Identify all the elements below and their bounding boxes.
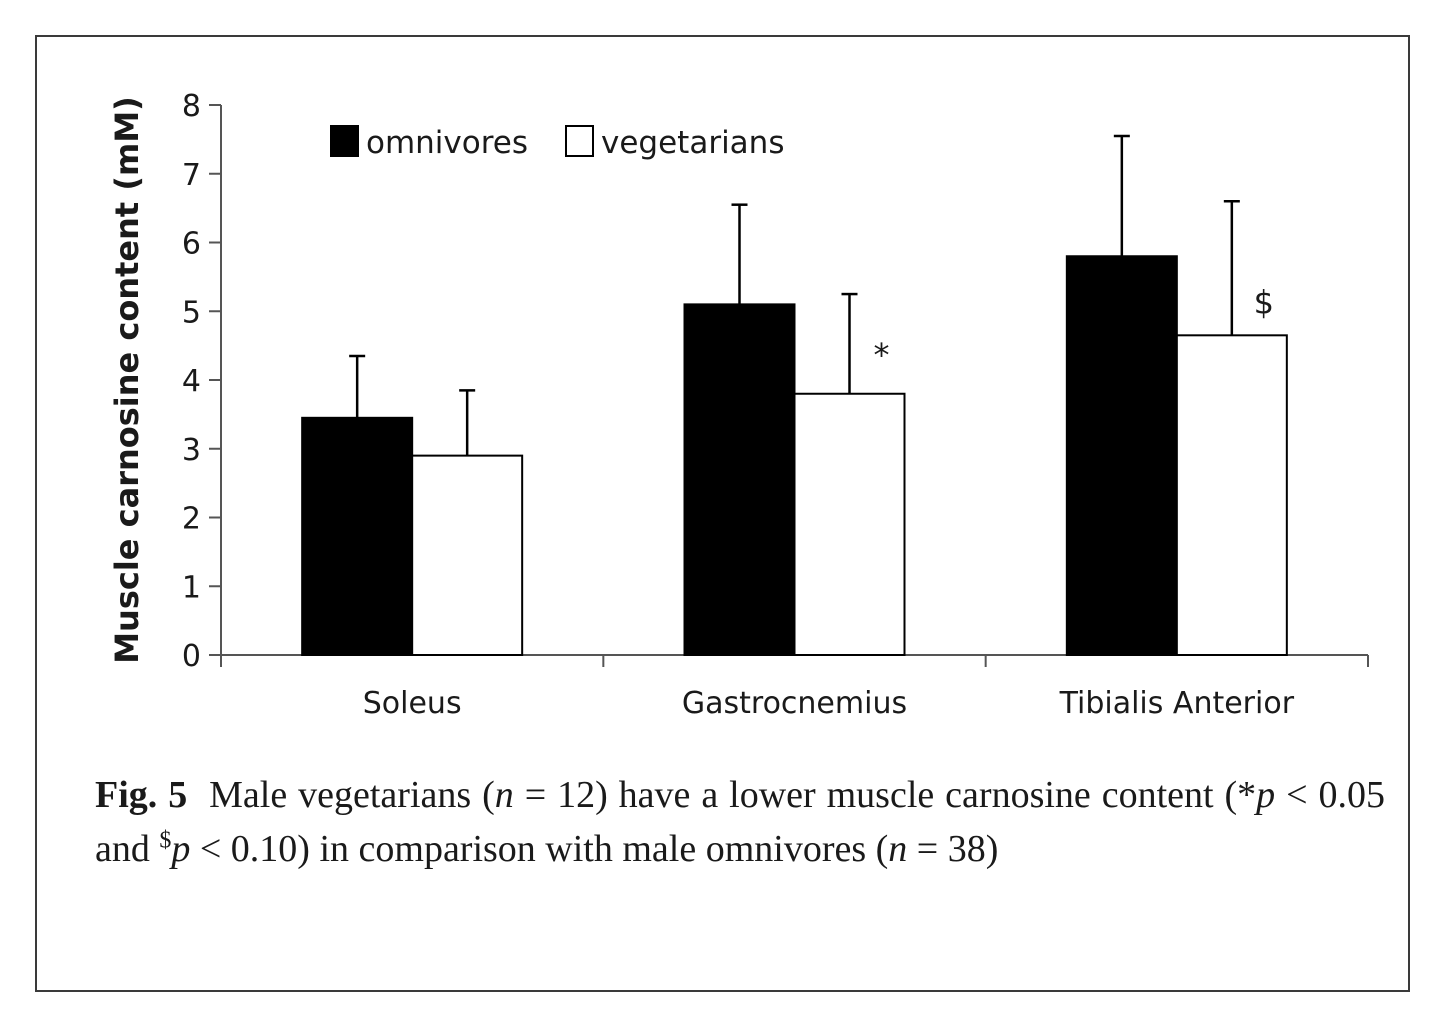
bar (683, 303, 796, 656)
bar (301, 416, 414, 656)
bar (1175, 334, 1288, 656)
chart-legend: omnivores vegetarians (330, 125, 784, 161)
y-tick-label: 4 (182, 364, 201, 399)
y-tick-label: 7 (182, 158, 201, 193)
y-tick-label: 8 (182, 89, 201, 124)
significance-label: * (874, 336, 890, 374)
caption-text-1: Male vegetarians ( (209, 774, 495, 816)
legend-swatch (330, 125, 359, 157)
legend-label: omnivores (366, 125, 528, 161)
caption-text-4: < 0.10) in comparison with male omnivore… (190, 828, 889, 870)
caption-text-3: < 0.05 and (95, 774, 1385, 870)
x-tick-label: Soleus (363, 686, 462, 721)
legend-swatch (565, 125, 594, 157)
y-tick-label: 5 (182, 295, 201, 330)
caption-dollar-sup: $ (159, 827, 172, 854)
figure-label: Fig. 5 (95, 774, 188, 816)
x-tick-label: Gastrocnemius (682, 686, 907, 721)
significance-label: $ (1254, 283, 1274, 321)
caption-p-2: p (171, 828, 191, 870)
caption-text-2: = 12) have a lower muscle carnosine cont… (513, 774, 1257, 816)
figure-caption: Fig. 5 Male vegetarians (n = 12) have a … (95, 768, 1385, 876)
caption-n-1: n (494, 774, 514, 816)
chart-bars: *$ (301, 134, 1288, 656)
y-axis-label: Muscle carnosine content (mM) (108, 96, 146, 664)
legend-label: vegetarians (601, 125, 784, 161)
bar (1065, 255, 1178, 656)
x-tick-label: Tibialis Anterior (1059, 686, 1295, 721)
y-tick-label: 2 (182, 502, 201, 537)
bar (793, 392, 906, 656)
y-tick-label: 3 (182, 433, 201, 468)
y-tick-label: 1 (182, 570, 201, 605)
caption-text-5: = 38) (907, 828, 999, 870)
caption-n-2: n (888, 828, 908, 870)
bar (411, 454, 524, 656)
y-tick-label: 6 (182, 227, 201, 262)
caption-p-1: p (1256, 774, 1276, 816)
bar-chart: 0 1 2 3 4 5 6 7 8 Soleus Gastrocnemius Tibialis Ant… (108, 89, 1369, 721)
y-tick-label: 0 (182, 639, 201, 674)
